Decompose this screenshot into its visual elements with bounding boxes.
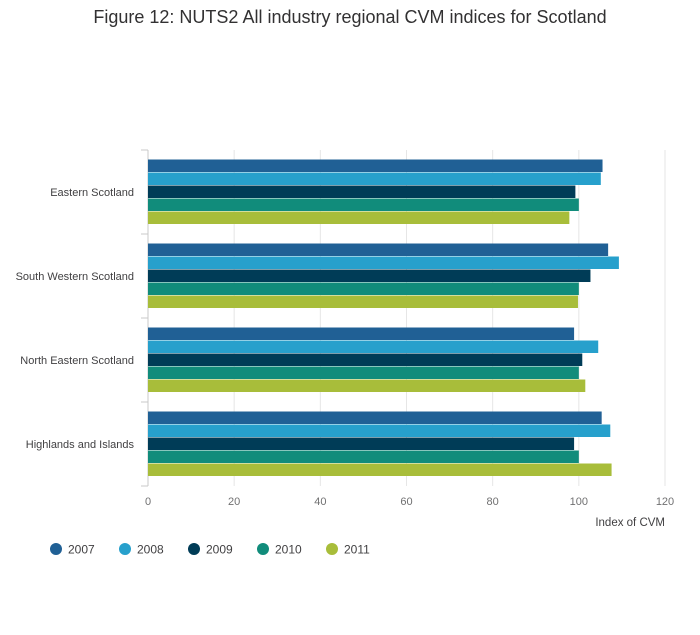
bar-north-eastern-scotland-2007 [148, 327, 575, 340]
legend-label-2011: 2011 [344, 543, 370, 557]
category-label-north-eastern-scotland: North Eastern Scotland [20, 355, 134, 367]
bar-south-western-scotland-2010 [148, 282, 579, 295]
bar-south-western-scotland-2008 [148, 256, 619, 269]
x-axis-title: Index of CVM [595, 517, 665, 529]
bar-highlands-and-islands-2007 [148, 411, 602, 424]
x-tick-label-60: 60 [400, 496, 412, 508]
bar-north-eastern-scotland-2008 [148, 340, 599, 353]
bar-eastern-scotland-2008 [148, 172, 601, 185]
category-label-eastern-scotland: Eastern Scotland [50, 187, 134, 199]
legend-label-2007: 2007 [68, 543, 95, 557]
legend-marker-2008 [119, 543, 131, 555]
x-tick-label-40: 40 [314, 496, 326, 508]
x-tick-label-20: 20 [228, 496, 240, 508]
chart-title: Figure 12: NUTS2 All industry regional C… [93, 7, 607, 27]
x-tick-label-100: 100 [570, 496, 588, 508]
x-tick-label-0: 0 [145, 496, 151, 508]
bar-highlands-and-islands-2010 [148, 450, 579, 463]
bar-north-eastern-scotland-2009 [148, 353, 583, 366]
legend-label-2009: 2009 [206, 543, 233, 557]
x-tick-label-80: 80 [487, 496, 499, 508]
legend-label-2008: 2008 [137, 543, 164, 557]
bar-south-western-scotland-2011 [148, 295, 578, 308]
category-label-south-western-scotland: South Western Scotland [16, 271, 134, 283]
bar-eastern-scotland-2011 [148, 211, 570, 224]
legend-marker-2010 [257, 543, 269, 555]
legend-label-2010: 2010 [275, 543, 302, 557]
bar-highlands-and-islands-2011 [148, 463, 612, 476]
legend-marker-2007 [50, 543, 62, 555]
legend-marker-2009 [188, 543, 200, 555]
legend-marker-2011 [326, 543, 338, 555]
bar-eastern-scotland-2007 [148, 159, 603, 172]
bar-eastern-scotland-2010 [148, 198, 579, 211]
x-tick-label-120: 120 [656, 496, 674, 508]
bar-highlands-and-islands-2008 [148, 424, 611, 437]
bar-eastern-scotland-2009 [148, 185, 576, 198]
bar-south-western-scotland-2009 [148, 269, 591, 282]
bar-highlands-and-islands-2009 [148, 437, 575, 450]
bar-north-eastern-scotland-2010 [148, 366, 579, 379]
bar-south-western-scotland-2007 [148, 243, 609, 256]
category-label-highlands-and-islands: Highlands and Islands [26, 439, 135, 451]
bar-north-eastern-scotland-2011 [148, 379, 586, 392]
